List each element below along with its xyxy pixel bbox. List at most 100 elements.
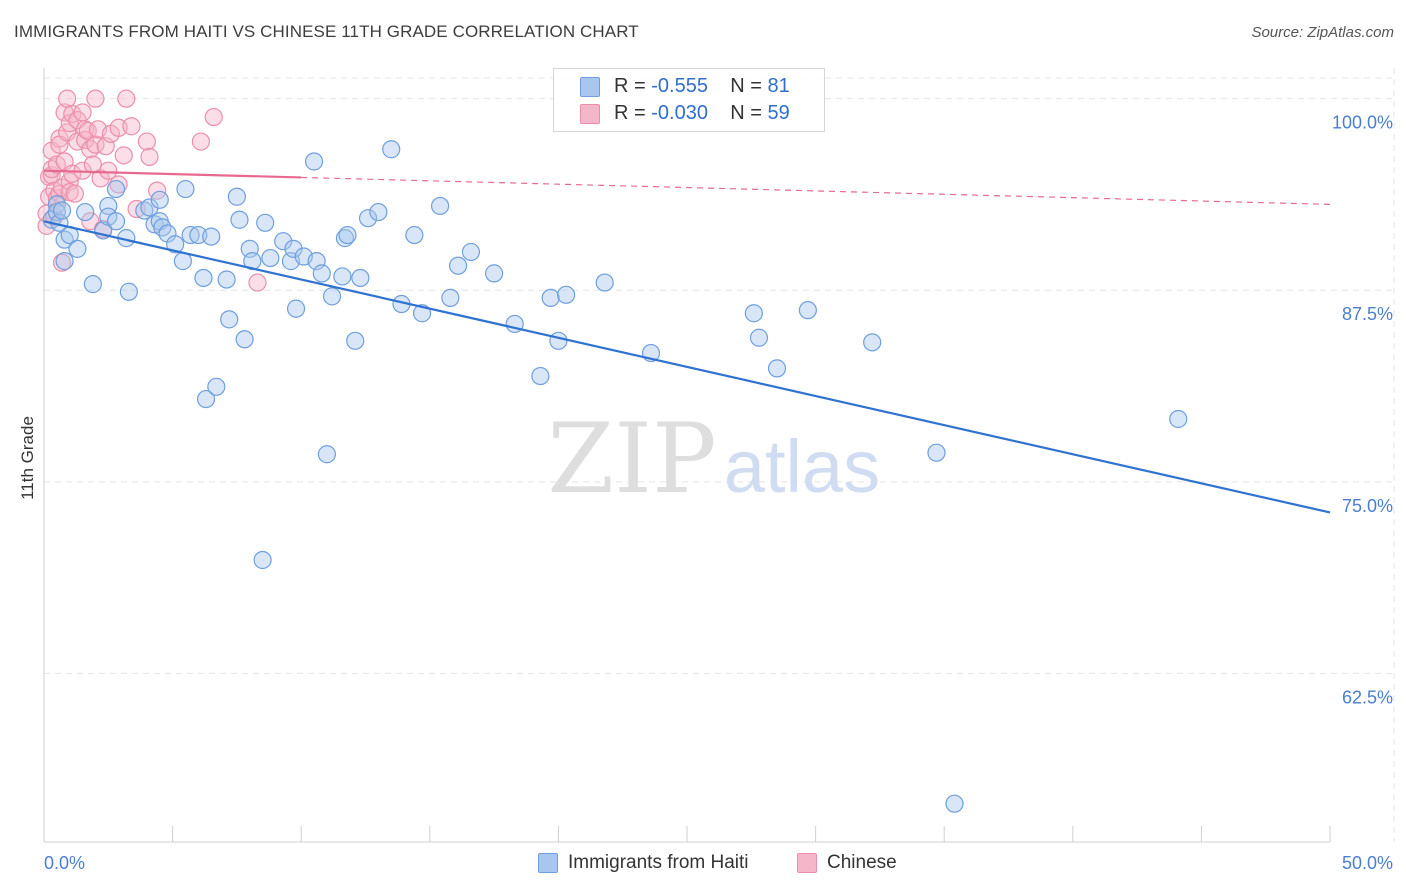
legend-label-chinese: Chinese [827, 852, 897, 873]
axes [43, 68, 1331, 843]
haiti-point [485, 264, 504, 283]
haiti-point [595, 273, 614, 292]
haiti-point [767, 359, 787, 378]
legend-label-haiti: Immigrants from Haiti [568, 852, 749, 873]
chinese-point [58, 89, 77, 108]
haiti-point [181, 225, 200, 245]
haiti-legend-swatch [538, 853, 558, 873]
haiti-point [230, 210, 249, 229]
chinese-trend-line-solid [43, 169, 302, 179]
haiti-point [286, 299, 306, 318]
chinese-legend-swatch [797, 853, 817, 873]
chinese-point [99, 161, 118, 180]
haiti-point [68, 239, 87, 258]
x-tick-label-max: 50.0% [1342, 853, 1393, 873]
haiti-point [284, 239, 303, 258]
chinese-point [91, 169, 110, 188]
haiti-point [335, 229, 355, 248]
haiti-point [441, 288, 460, 308]
haiti-point [448, 256, 468, 275]
haiti-point [312, 264, 331, 283]
haiti-point [106, 179, 126, 199]
haiti-trend-line [43, 220, 1331, 514]
n-value-chinese: 59 [767, 102, 790, 124]
chinese-point [204, 107, 223, 127]
chinese-point [73, 103, 92, 122]
haiti-point [253, 550, 272, 570]
chart-title: IMMIGRANTS FROM HAITI VS CHINESE 11TH GR… [14, 22, 639, 41]
haiti-point [99, 196, 118, 216]
haiti-point [304, 152, 324, 171]
n-label: N = [730, 75, 762, 97]
haiti-point [106, 212, 126, 231]
haiti-point [346, 331, 365, 350]
haiti-point [83, 275, 102, 294]
haiti-point [405, 225, 424, 245]
haiti-point [945, 794, 964, 813]
chinese-point [122, 117, 141, 136]
haiti-point [202, 227, 221, 246]
haiti-point [196, 389, 216, 409]
x-tick-label-min: 0.0% [44, 853, 85, 873]
haiti-point [135, 201, 154, 220]
haiti-point [55, 252, 74, 271]
watermark: ZIP atlas [547, 403, 880, 515]
chinese-point [137, 132, 156, 151]
haiti-point [194, 268, 213, 288]
haiti-point [333, 267, 352, 286]
watermark-atlas: atlas [724, 425, 880, 508]
chinese-point [86, 89, 105, 108]
chinese-point [114, 146, 133, 165]
haiti-point [863, 333, 882, 352]
haiti-point [351, 268, 370, 288]
r-value-haiti: -0.555 [651, 75, 708, 97]
haiti-point [256, 213, 275, 232]
r-label: R = [614, 75, 646, 97]
haiti-point [274, 232, 293, 251]
gridlines [44, 68, 1395, 842]
haiti-point [322, 287, 342, 306]
stats-box: R = -0.555 N = 81 R = -0.030 N = 59 [553, 68, 825, 132]
n-value-haiti: 81 [767, 75, 790, 97]
haiti-point [217, 270, 236, 289]
haiti-point [76, 202, 95, 222]
y-tick-label: 100.0% [1332, 113, 1393, 133]
haiti-point [412, 304, 432, 323]
haiti-point [261, 248, 280, 268]
chinese-point [63, 164, 82, 183]
chinese-points [37, 89, 267, 292]
chinese-point [248, 273, 267, 292]
haiti-point [430, 196, 450, 216]
haiti-point [798, 301, 817, 320]
haiti-point [541, 288, 560, 308]
trend-lines [43, 169, 1331, 514]
tick-labels: 100.0% 87.5% 75.0% 62.5% 0.0% 50.0% [44, 113, 1393, 873]
y-tick-label: 62.5% [1342, 687, 1393, 707]
source-label: Source: ZipAtlas.com [1251, 24, 1394, 41]
haiti-point [227, 187, 246, 206]
chinese-point [140, 147, 159, 166]
haiti-point [140, 198, 159, 217]
haiti-swatch [580, 77, 600, 97]
haiti-point [207, 377, 226, 396]
r-label: R = [614, 102, 646, 124]
y-tick-label: 75.0% [1342, 496, 1393, 516]
haiti-point [52, 201, 72, 220]
haiti-points [42, 140, 1188, 813]
haiti-point [235, 330, 254, 349]
haiti-point [338, 225, 357, 245]
haiti-point [166, 235, 185, 254]
haiti-point [150, 190, 169, 209]
haiti-point [358, 209, 378, 228]
haiti-point [749, 328, 769, 347]
n-label: N = [730, 102, 762, 124]
haiti-point [176, 179, 195, 199]
haiti-point [369, 202, 388, 222]
chinese-point [191, 132, 210, 151]
chinese-swatch [580, 104, 600, 124]
chinese-point [65, 184, 84, 203]
haiti-point [119, 282, 138, 301]
haiti-point [461, 242, 481, 262]
r-value-chinese: -0.030 [651, 102, 708, 124]
